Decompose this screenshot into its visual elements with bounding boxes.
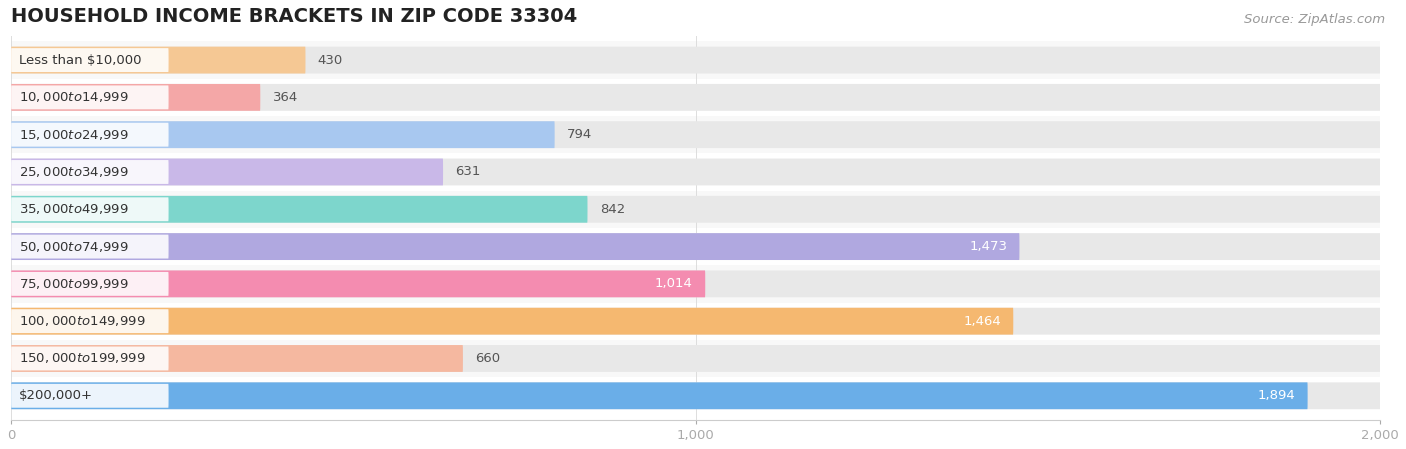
FancyBboxPatch shape	[11, 158, 443, 185]
Text: 430: 430	[318, 53, 343, 66]
Text: HOUSEHOLD INCOME BRACKETS IN ZIP CODE 33304: HOUSEHOLD INCOME BRACKETS IN ZIP CODE 33…	[11, 7, 578, 26]
FancyBboxPatch shape	[11, 158, 1381, 185]
FancyBboxPatch shape	[11, 196, 1381, 223]
Text: 794: 794	[567, 128, 592, 141]
FancyBboxPatch shape	[11, 84, 260, 111]
Text: $150,000 to $199,999: $150,000 to $199,999	[20, 352, 146, 365]
Text: Source: ZipAtlas.com: Source: ZipAtlas.com	[1244, 13, 1385, 26]
FancyBboxPatch shape	[11, 198, 169, 221]
Text: $25,000 to $34,999: $25,000 to $34,999	[20, 165, 129, 179]
Text: $50,000 to $74,999: $50,000 to $74,999	[20, 240, 129, 254]
Text: $10,000 to $14,999: $10,000 to $14,999	[20, 90, 129, 104]
FancyBboxPatch shape	[11, 383, 1308, 409]
Text: 1,894: 1,894	[1257, 389, 1295, 402]
FancyBboxPatch shape	[11, 233, 1019, 260]
Text: 660: 660	[475, 352, 501, 365]
FancyBboxPatch shape	[11, 272, 169, 296]
FancyBboxPatch shape	[11, 116, 1381, 153]
FancyBboxPatch shape	[11, 121, 1381, 148]
Text: 631: 631	[456, 166, 481, 179]
FancyBboxPatch shape	[11, 41, 1381, 79]
FancyBboxPatch shape	[11, 308, 1014, 335]
Text: 1,473: 1,473	[969, 240, 1007, 253]
FancyBboxPatch shape	[11, 48, 169, 72]
FancyBboxPatch shape	[11, 345, 463, 372]
FancyBboxPatch shape	[11, 153, 1381, 191]
FancyBboxPatch shape	[11, 121, 554, 148]
FancyBboxPatch shape	[11, 85, 169, 109]
Text: 1,464: 1,464	[963, 315, 1001, 328]
FancyBboxPatch shape	[11, 160, 169, 184]
Text: 364: 364	[273, 91, 298, 104]
FancyBboxPatch shape	[11, 308, 1381, 335]
FancyBboxPatch shape	[11, 265, 1381, 303]
FancyBboxPatch shape	[11, 47, 1381, 74]
FancyBboxPatch shape	[11, 196, 588, 223]
Text: $15,000 to $24,999: $15,000 to $24,999	[20, 128, 129, 142]
FancyBboxPatch shape	[11, 270, 706, 297]
FancyBboxPatch shape	[11, 235, 169, 259]
FancyBboxPatch shape	[11, 340, 1381, 377]
FancyBboxPatch shape	[11, 377, 1381, 414]
FancyBboxPatch shape	[11, 79, 1381, 116]
Text: 842: 842	[600, 203, 626, 216]
FancyBboxPatch shape	[11, 270, 1381, 297]
FancyBboxPatch shape	[11, 345, 1381, 372]
Text: $35,000 to $49,999: $35,000 to $49,999	[20, 202, 129, 216]
Text: $200,000+: $200,000+	[20, 389, 93, 402]
FancyBboxPatch shape	[11, 303, 1381, 340]
FancyBboxPatch shape	[11, 309, 169, 333]
FancyBboxPatch shape	[11, 384, 169, 408]
FancyBboxPatch shape	[11, 383, 1381, 409]
Text: Less than $10,000: Less than $10,000	[20, 53, 142, 66]
Text: 1,014: 1,014	[655, 277, 693, 291]
Text: $100,000 to $149,999: $100,000 to $149,999	[20, 314, 146, 328]
FancyBboxPatch shape	[11, 191, 1381, 228]
Text: $75,000 to $99,999: $75,000 to $99,999	[20, 277, 129, 291]
FancyBboxPatch shape	[11, 347, 169, 370]
FancyBboxPatch shape	[11, 228, 1381, 265]
FancyBboxPatch shape	[11, 84, 1381, 111]
FancyBboxPatch shape	[11, 47, 305, 74]
FancyBboxPatch shape	[11, 233, 1381, 260]
FancyBboxPatch shape	[11, 123, 169, 147]
